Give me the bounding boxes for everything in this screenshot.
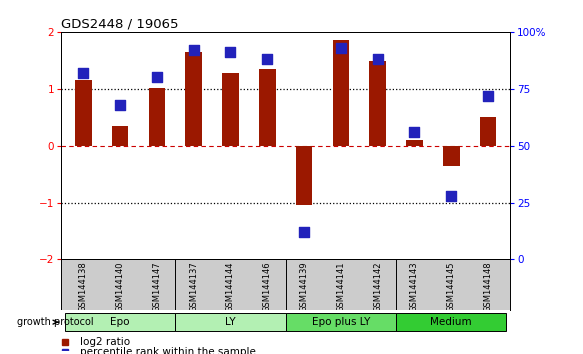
Bar bbox=[65, 313, 175, 331]
Point bbox=[189, 47, 198, 53]
Point bbox=[373, 56, 382, 62]
Text: GSM144146: GSM144146 bbox=[263, 262, 272, 312]
Text: GSM144144: GSM144144 bbox=[226, 262, 235, 312]
Point bbox=[410, 129, 419, 135]
Bar bbox=[396, 313, 507, 331]
Text: LY: LY bbox=[225, 317, 236, 327]
Bar bbox=[296, 145, 312, 205]
Text: growth protocol: growth protocol bbox=[17, 317, 94, 327]
Point bbox=[152, 75, 161, 80]
Bar bbox=[443, 145, 459, 166]
Bar bbox=[332, 40, 349, 145]
Bar bbox=[149, 88, 165, 145]
Bar bbox=[286, 313, 396, 331]
Text: GSM144139: GSM144139 bbox=[300, 262, 308, 312]
Text: percentile rank within the sample: percentile rank within the sample bbox=[80, 347, 255, 354]
Point bbox=[79, 70, 88, 76]
Text: GSM144141: GSM144141 bbox=[336, 262, 345, 312]
Point bbox=[300, 229, 309, 235]
Bar bbox=[370, 62, 386, 145]
Bar bbox=[185, 52, 202, 145]
Text: GSM144148: GSM144148 bbox=[483, 262, 493, 312]
Text: GSM144147: GSM144147 bbox=[152, 262, 161, 312]
Bar bbox=[75, 80, 92, 145]
Text: Epo: Epo bbox=[110, 317, 130, 327]
Bar bbox=[259, 69, 276, 145]
Bar bbox=[222, 73, 239, 145]
Point bbox=[483, 93, 493, 98]
Text: Epo plus LY: Epo plus LY bbox=[312, 317, 370, 327]
Point bbox=[262, 56, 272, 62]
Text: GSM144137: GSM144137 bbox=[189, 262, 198, 312]
Point bbox=[336, 45, 346, 51]
Text: GSM144142: GSM144142 bbox=[373, 262, 382, 312]
Text: GSM144143: GSM144143 bbox=[410, 262, 419, 312]
Text: GSM144140: GSM144140 bbox=[115, 262, 125, 312]
Bar bbox=[112, 126, 128, 145]
Text: GDS2448 / 19065: GDS2448 / 19065 bbox=[61, 18, 179, 31]
Bar bbox=[480, 117, 496, 145]
Point bbox=[226, 50, 235, 55]
Bar bbox=[406, 140, 423, 145]
Bar bbox=[175, 313, 286, 331]
Text: GSM144145: GSM144145 bbox=[447, 262, 456, 312]
Point bbox=[447, 193, 456, 199]
Text: log2 ratio: log2 ratio bbox=[80, 337, 130, 347]
Point bbox=[115, 102, 125, 108]
Text: Medium: Medium bbox=[430, 317, 472, 327]
Text: GSM144138: GSM144138 bbox=[79, 262, 88, 312]
